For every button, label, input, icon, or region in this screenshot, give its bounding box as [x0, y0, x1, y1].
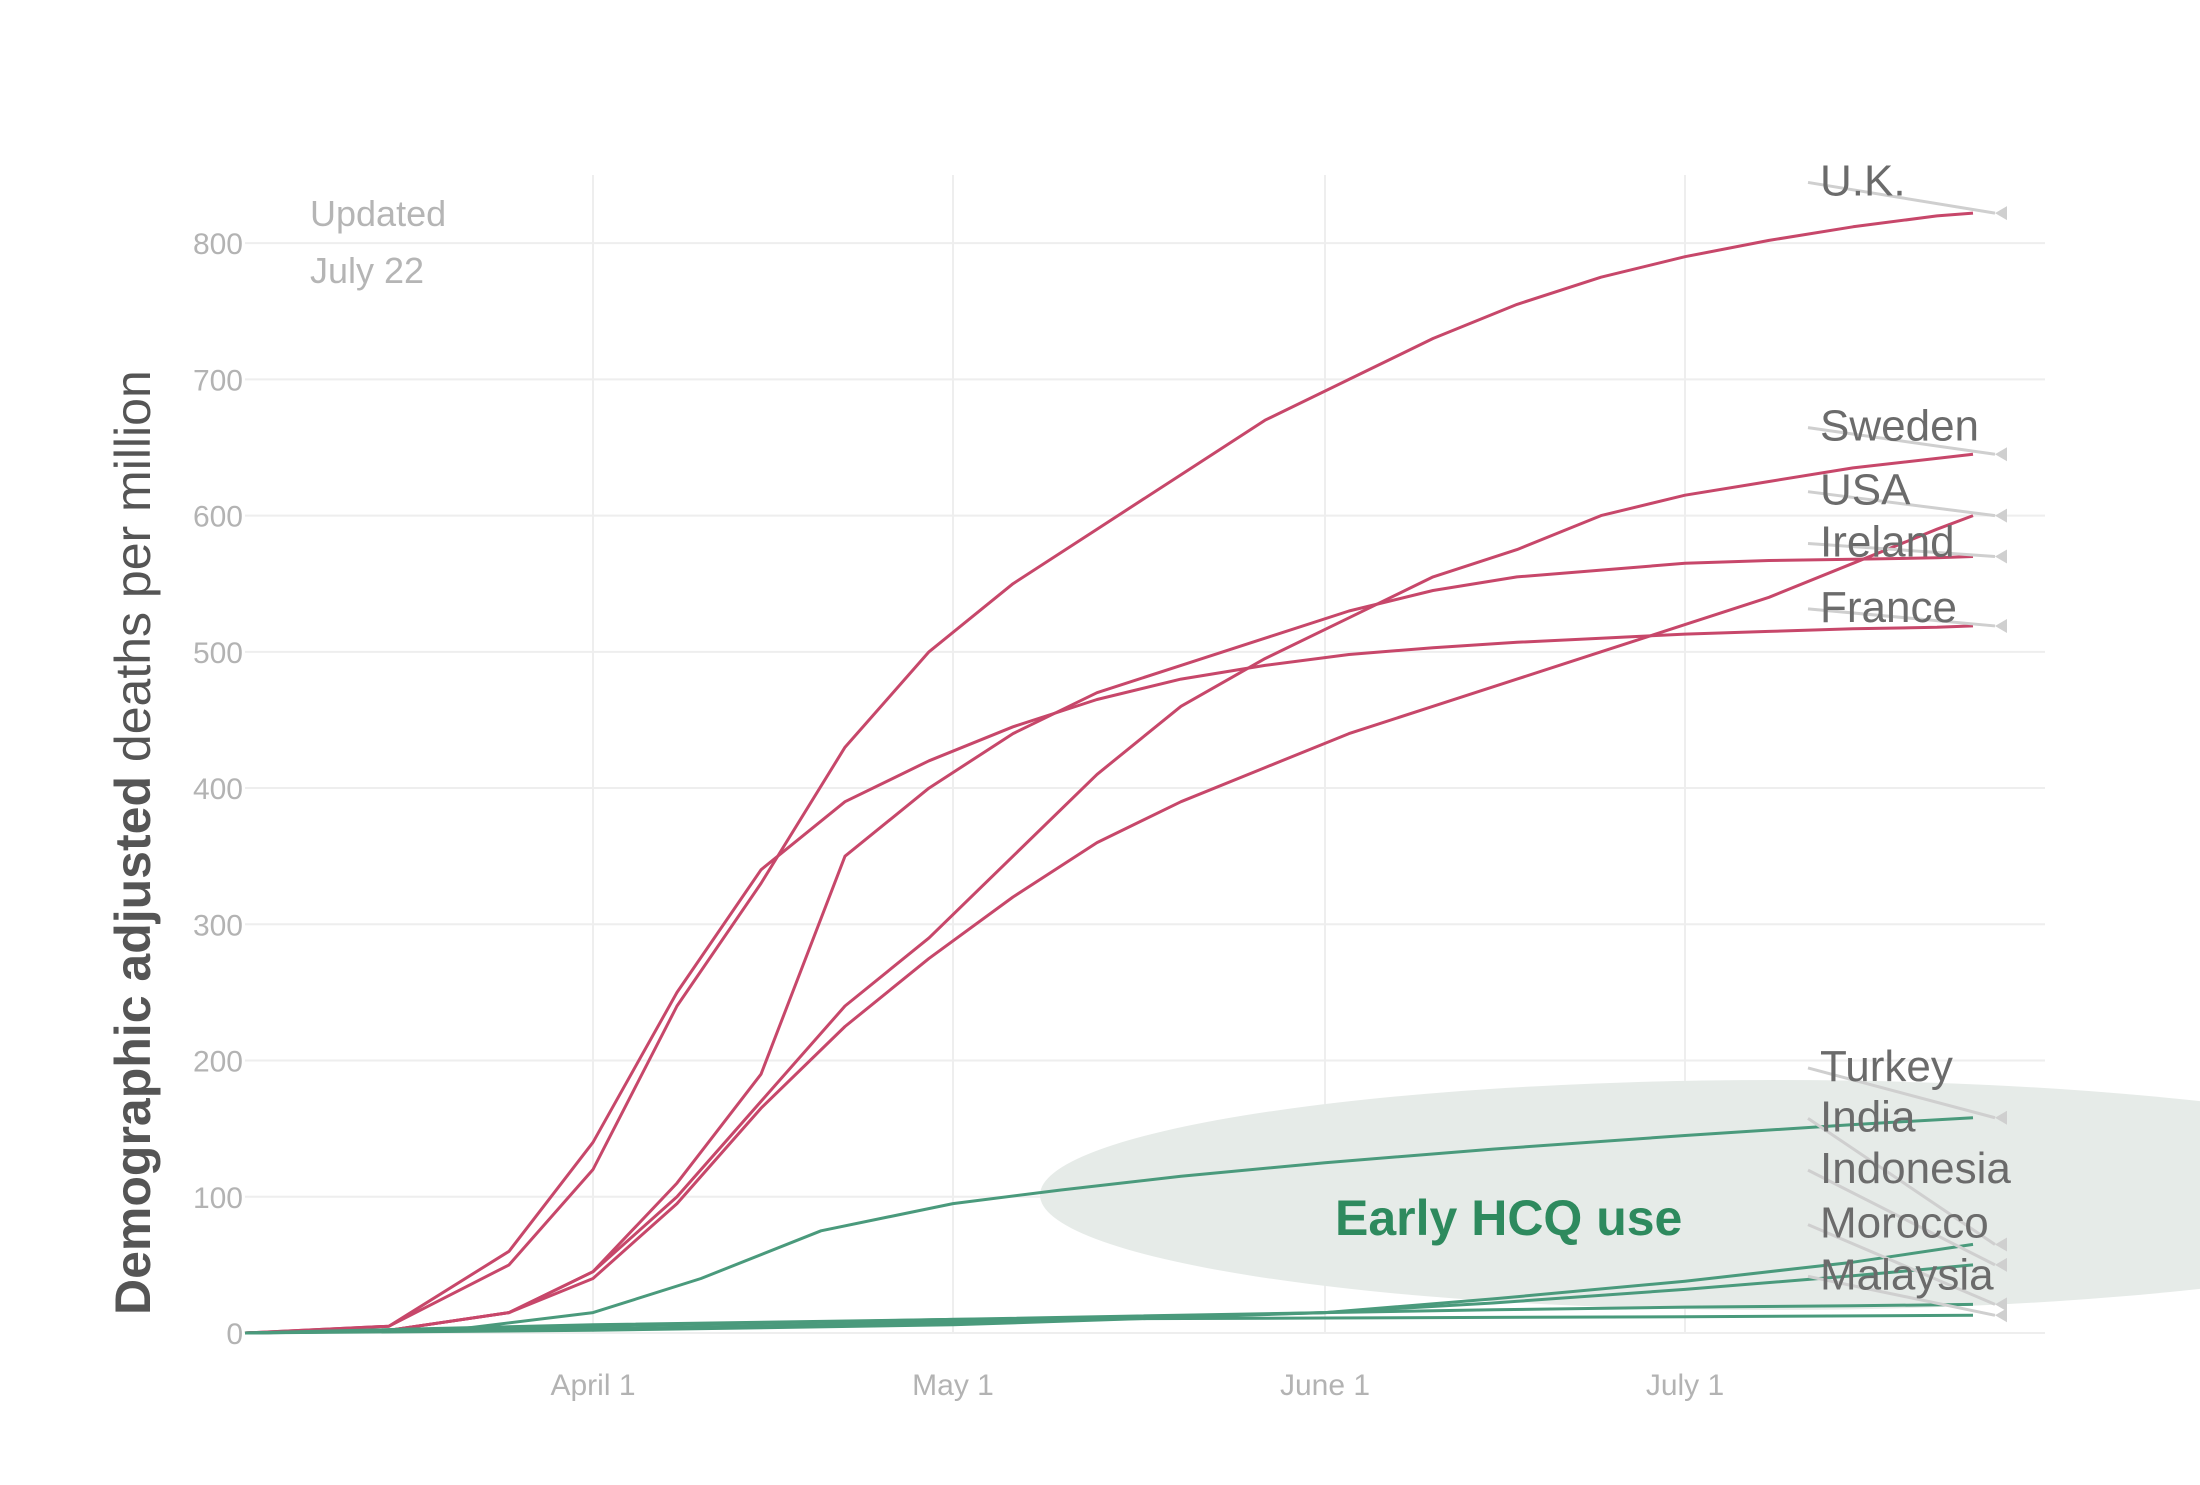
y-tick-label: 400 — [193, 773, 243, 806]
series-line-uk — [244, 211, 1974, 1335]
label-arrow — [1807, 490, 1996, 518]
label-arrowhead — [1995, 618, 2007, 633]
label-arrow — [1807, 1168, 1996, 1267]
series-lines — [244, 211, 1974, 1335]
y-tick-label: 500 — [193, 637, 243, 670]
series-line-ireland — [244, 555, 1974, 1335]
label-arrow — [1807, 1066, 1996, 1120]
label-arrowhead — [1995, 1110, 2007, 1125]
series-label-malaysia: Malaysia — [1820, 1250, 1994, 1299]
x-axis-ticks: April 1 May 1 June 1 July 1 — [550, 1369, 1724, 1402]
x-tick-label: April 1 — [550, 1369, 635, 1402]
label-arrowhead — [1995, 206, 2007, 221]
y-tick-label: 0 — [226, 1318, 243, 1351]
label-arrowhead — [1995, 1297, 2007, 1312]
series-line-usa — [244, 514, 1974, 1335]
series-line-sweden — [244, 452, 1974, 1335]
y-axis-label-bold: Demographic adjusted — [105, 776, 161, 1315]
label-arrow — [1807, 607, 1996, 628]
series-label-sweden: Sweden — [1820, 402, 1979, 451]
label-arrowhead — [1995, 447, 2007, 462]
early-hcq-label: Early HCQ use — [1335, 1190, 1682, 1246]
label-arrow — [1807, 1223, 1996, 1306]
series-label-india: India — [1820, 1092, 1916, 1141]
y-tick-label: 300 — [193, 909, 243, 942]
y-tick-label: 200 — [193, 1046, 243, 1079]
label-arrowhead — [1995, 549, 2007, 564]
series-label-usa: USA — [1820, 466, 1911, 515]
y-tick-label: 100 — [193, 1182, 243, 1215]
y-axis-label-rest: deaths per million — [105, 370, 161, 776]
label-arrow — [1807, 426, 1996, 456]
series-label-indonesia: Indonesia — [1820, 1144, 2011, 1193]
update-note-line1: Updated — [310, 193, 446, 234]
y-axis-label: Demographic adjusted deaths per million — [105, 370, 161, 1315]
y-axis-ticks: 0 100 200 300 400 500 600 700 800 — [193, 228, 243, 1351]
series-label-uk: U.K. — [1820, 156, 1906, 205]
series-line-malaysia — [244, 1313, 1974, 1335]
label-arrow — [1807, 1274, 1996, 1317]
y-tick-label: 600 — [193, 501, 243, 534]
series-label-ireland: Ireland — [1820, 517, 1955, 566]
series-label-france: France — [1820, 583, 1957, 632]
x-tick-label: July 1 — [1646, 1369, 1724, 1402]
label-arrow — [1807, 180, 1996, 215]
series-line-indonesia — [244, 1263, 1974, 1335]
series-label-morocco: Morocco — [1820, 1199, 1989, 1248]
label-arrowhead — [1995, 1257, 2007, 1272]
series-line-turkey — [244, 1116, 1974, 1335]
label-arrow — [1807, 1117, 1996, 1246]
y-tick-label: 700 — [193, 364, 243, 397]
label-arrowhead — [1995, 508, 2007, 523]
series-line-india — [244, 1242, 1974, 1335]
label-arrowhead — [1995, 1237, 2007, 1252]
series-label-turkey: Turkey — [1820, 1042, 1953, 1091]
x-tick-label: June 1 — [1280, 1369, 1370, 1402]
series-line-france — [244, 624, 1974, 1335]
x-tick-label: May 1 — [912, 1369, 994, 1402]
label-arrow — [1807, 541, 1996, 558]
label-arrowhead — [1995, 1308, 2007, 1323]
update-note-line2: July 22 — [310, 250, 424, 291]
y-tick-label: 800 — [193, 228, 243, 261]
